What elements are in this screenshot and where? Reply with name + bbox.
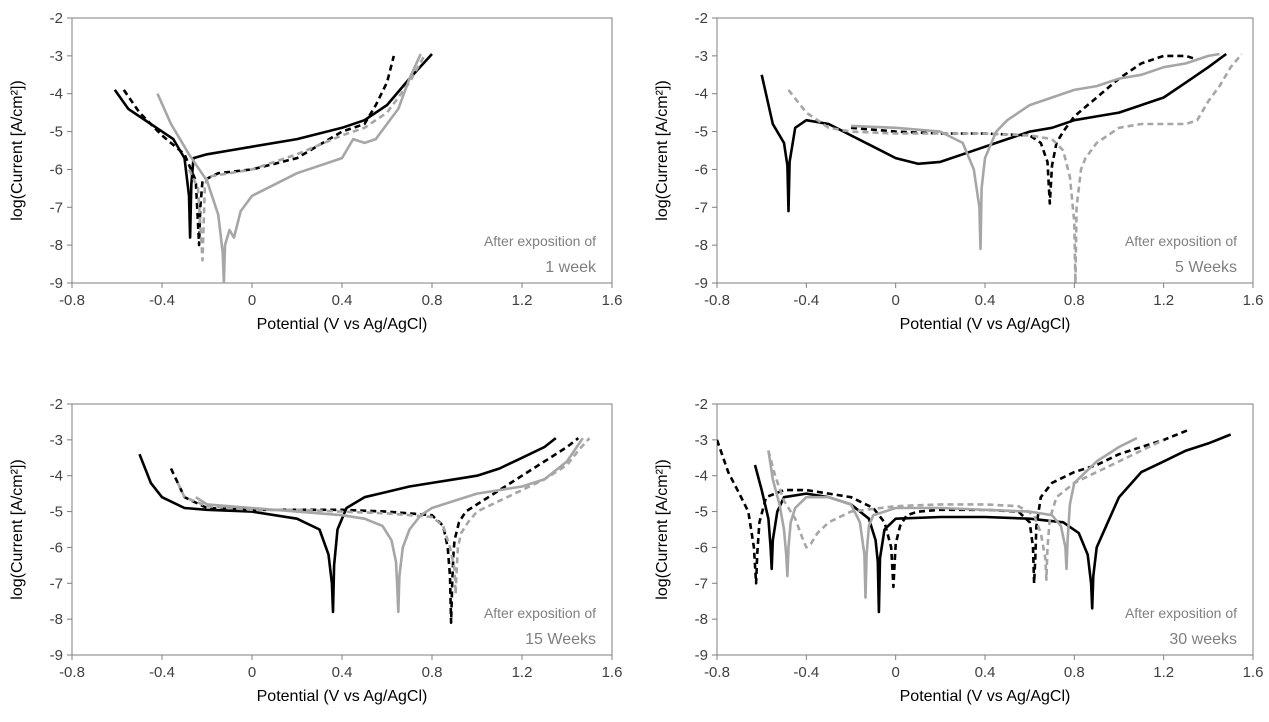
chart-1-series-4-gray-dashed [187, 53, 427, 262]
chart-3-y-tick-label: -9 [50, 647, 63, 664]
chart-3-y-tick-label: -8 [50, 611, 63, 628]
chart-3-y-tick-label: -2 [50, 396, 63, 413]
chart-1-x-tick-label: 0.8 [422, 292, 443, 309]
chart-2-x-tick-label: 1.6 [1243, 292, 1264, 309]
chart-3-y-tick-label: -6 [50, 539, 63, 556]
chart-2-series-3-gray-solid [850, 52, 1220, 251]
chart-1-series-3-gray-solid [156, 53, 422, 283]
chart-3-y-tick-label: -3 [50, 432, 63, 449]
chart-1-y-axis-label: log(Current [A/cm²]) [9, 80, 26, 220]
chart-1-y-tick-label: -5 [50, 124, 63, 141]
chart-1-y-tick-label: -7 [50, 199, 63, 216]
chart-3-x-tick-label: 1.2 [512, 664, 533, 681]
chart-4-y-tick-label: -6 [695, 539, 708, 556]
chart-3-y-axis-label: log(Current [A/cm²]) [9, 459, 26, 599]
chart-panel-30-weeks: -0.8 -0.4 0 0.4 0.8 1.2 1.6 -2 -3 -4 -5 -6 -7 -8 -9 Pot… [654, 396, 1263, 705]
chart-2-x-tick-label: 1.2 [1153, 292, 1174, 309]
chart-1-x-tick-label: -0.8 [59, 292, 85, 309]
chart-3-y-tick-label: -4 [50, 468, 63, 485]
chart-panel-5-weeks: -0.8 -0.4 0 0.4 0.8 1.2 1.6 -2 -3 -4 -5 -6 -7 -8 -9 Pot… [654, 10, 1263, 333]
chart-1-x-tick-label: 0 [248, 292, 256, 309]
chart-2-annotation-line-1: After exposition of [1125, 233, 1237, 249]
chart-1-x-tick-label: 1.6 [602, 292, 623, 309]
chart-4-annotation-line-1: After exposition of [1125, 605, 1237, 621]
chart-2-y-tick-label: -3 [695, 48, 708, 65]
chart-1-series-2-black-dashed [122, 55, 396, 247]
chart-4-x-tick-label: 0.4 [975, 664, 996, 681]
chart-4-annotation-line-2: 30 weeks [1169, 631, 1237, 648]
chart-3-x-tick-label: 0.4 [332, 664, 353, 681]
chart-1-x-tick-label: 1.2 [512, 292, 533, 309]
chart-1-x-tick-label: -0.4 [149, 292, 175, 309]
chart-2-x-tick-label: 0.4 [975, 292, 996, 309]
chart-2-annotation-line-2: 5 Weeks [1175, 259, 1237, 276]
chart-4-x-tick-label: -0.8 [704, 664, 730, 681]
chart-4-x-tick-label: 0.8 [1064, 664, 1085, 681]
chart-3-series-1-black-solid [138, 437, 557, 614]
chart-2-series-1-black-solid [760, 52, 1227, 213]
chart-3-series-3-gray-solid [195, 437, 584, 614]
chart-1-y-tick-label: -6 [50, 161, 63, 178]
chart-3-x-tick-label: 0.8 [422, 664, 443, 681]
chart-1-y-tick-label: -3 [50, 48, 63, 65]
chart-1-y-tick-label: -8 [50, 237, 63, 254]
chart-4-series-4-gray-dashed [767, 438, 1165, 581]
chart-4-y-tick-label: -7 [695, 575, 708, 592]
chart-2-y-tick-label: -9 [695, 275, 708, 292]
chart-3-x-tick-label: -0.4 [149, 664, 175, 681]
chart-2-series-4-gray-dashed [787, 53, 1243, 283]
chart-4-x-tick-label: -0.4 [793, 664, 819, 681]
chart-4-y-tick-label: -5 [695, 504, 708, 521]
chart-2-x-tick-label: 0.8 [1064, 292, 1085, 309]
chart-1-x-axis-label: Potential (V vs Ag/AgCl) [257, 316, 428, 333]
chart-2-y-tick-label: -6 [695, 161, 708, 178]
chart-1-annotation-line-2: 1 week [545, 259, 597, 276]
chart-2-y-tick-label: -7 [695, 199, 708, 216]
chart-3-series-4-gray-dashed [176, 437, 591, 596]
chart-1-y-tick-label: -9 [50, 275, 63, 292]
chart-2-x-axis-label: Potential (V vs Ag/AgCl) [900, 316, 1071, 333]
chart-2-x-tick-label: 0 [891, 292, 899, 309]
chart-4-y-tick-label: -3 [695, 432, 708, 449]
chart-2-y-tick-label: -8 [695, 237, 708, 254]
chart-4-y-tick-label: -9 [695, 647, 708, 664]
chart-1-y-tick-label: -2 [50, 10, 63, 27]
chart-3-series-2-black-dashed [169, 437, 580, 624]
chart-4-x-axis-label: Potential (V vs Ag/AgCl) [900, 688, 1071, 705]
chart-2-y-axis-label: log(Current [A/cm²]) [654, 80, 671, 220]
chart-2-series-2-black-dashed [850, 54, 1198, 205]
chart-1-y-tick-label: -4 [50, 86, 63, 103]
chart-1-x-tick-label: 0.4 [332, 292, 353, 309]
chart-3-x-tick-label: 0 [248, 664, 256, 681]
chart-3-x-tick-label: -0.8 [59, 664, 85, 681]
chart-4-x-tick-label: 0 [891, 664, 899, 681]
chart-panel-15-weeks: -0.8 -0.4 0 0.4 0.8 1.2 1.6 -2 -3 -4 -5 -6 -7 -8 -9 Pot… [9, 396, 622, 705]
chart-panel-1-week: -0.8 -0.4 0 0.4 0.8 1.2 1.6 -2 -3 -4 -5 -6 -7 -8 -9 Pot… [9, 10, 622, 333]
chart-1-series-1-black-solid [113, 53, 433, 239]
chart-4-series-1-black-solid [753, 433, 1232, 614]
chart-3-y-tick-label: -5 [50, 504, 63, 521]
chart-2-x-tick-label: -0.8 [704, 292, 730, 309]
chart-1-annotation-line-1: After exposition of [484, 233, 596, 249]
chart-3-annotation-line-2: 15 Weeks [525, 631, 596, 648]
chart-3-annotation-line-1: After exposition of [484, 605, 596, 621]
chart-4-series-2-black-dashed [717, 427, 1191, 589]
chart-4-y-tick-label: -8 [695, 611, 708, 628]
chart-3-x-tick-label: 1.6 [602, 664, 623, 681]
chart-4-x-tick-label: 1.2 [1153, 664, 1174, 681]
chart-2-x-tick-label: -0.4 [793, 292, 819, 309]
chart-4-x-tick-label: 1.6 [1243, 664, 1264, 681]
chart-3-y-tick-label: -7 [50, 575, 63, 592]
chart-4-y-tick-label: -4 [695, 468, 708, 485]
chart-4-series-3-gray-solid [767, 436, 1138, 599]
chart-2-y-tick-label: -4 [695, 86, 708, 103]
chart-2-y-tick-label: -5 [695, 124, 708, 141]
chart-2-y-tick-label: -2 [695, 10, 708, 27]
chart-3-x-axis-label: Potential (V vs Ag/AgCl) [257, 688, 428, 705]
chart-4-y-tick-label: -2 [695, 396, 708, 413]
chart-4-y-axis-label: log(Current [A/cm²]) [654, 459, 671, 599]
